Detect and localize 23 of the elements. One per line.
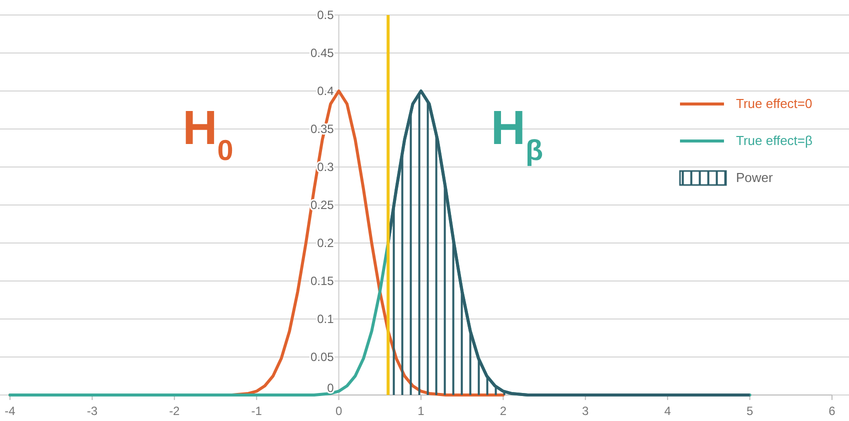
- annotation: H$_{0}$: [182, 102, 234, 168]
- x-tick-label: -4: [4, 404, 16, 418]
- y-tick-label: 0.05: [310, 350, 334, 364]
- x-tick-label: -2: [169, 404, 180, 418]
- annotation: H$_{β}$: [490, 102, 544, 168]
- y-tick-label: 0: [327, 381, 334, 395]
- y-tick-label: 0.1: [317, 312, 334, 326]
- legend-label: Power: [736, 170, 774, 185]
- y-tick-label: 0.15: [310, 274, 334, 288]
- x-tick-label: 1: [418, 404, 425, 418]
- y-tick-label: 0.5: [317, 8, 334, 22]
- y-tick-label: 0.45: [310, 46, 334, 60]
- x-tick-label: 6: [828, 404, 836, 418]
- x-tick-label: 3: [582, 404, 590, 418]
- legend-label: True effect=0: [736, 96, 812, 111]
- y-tick-label: 0.2: [317, 236, 334, 250]
- x-tick-label: 5: [746, 404, 754, 418]
- x-tick-label: 4: [664, 404, 672, 418]
- legend-label: True effect=β: [736, 133, 812, 148]
- x-tick-label: 2: [500, 404, 507, 418]
- y-tick-label: 0.4: [317, 84, 334, 98]
- x-tick-label: -1: [251, 404, 262, 418]
- x-tick-label: -3: [86, 404, 98, 418]
